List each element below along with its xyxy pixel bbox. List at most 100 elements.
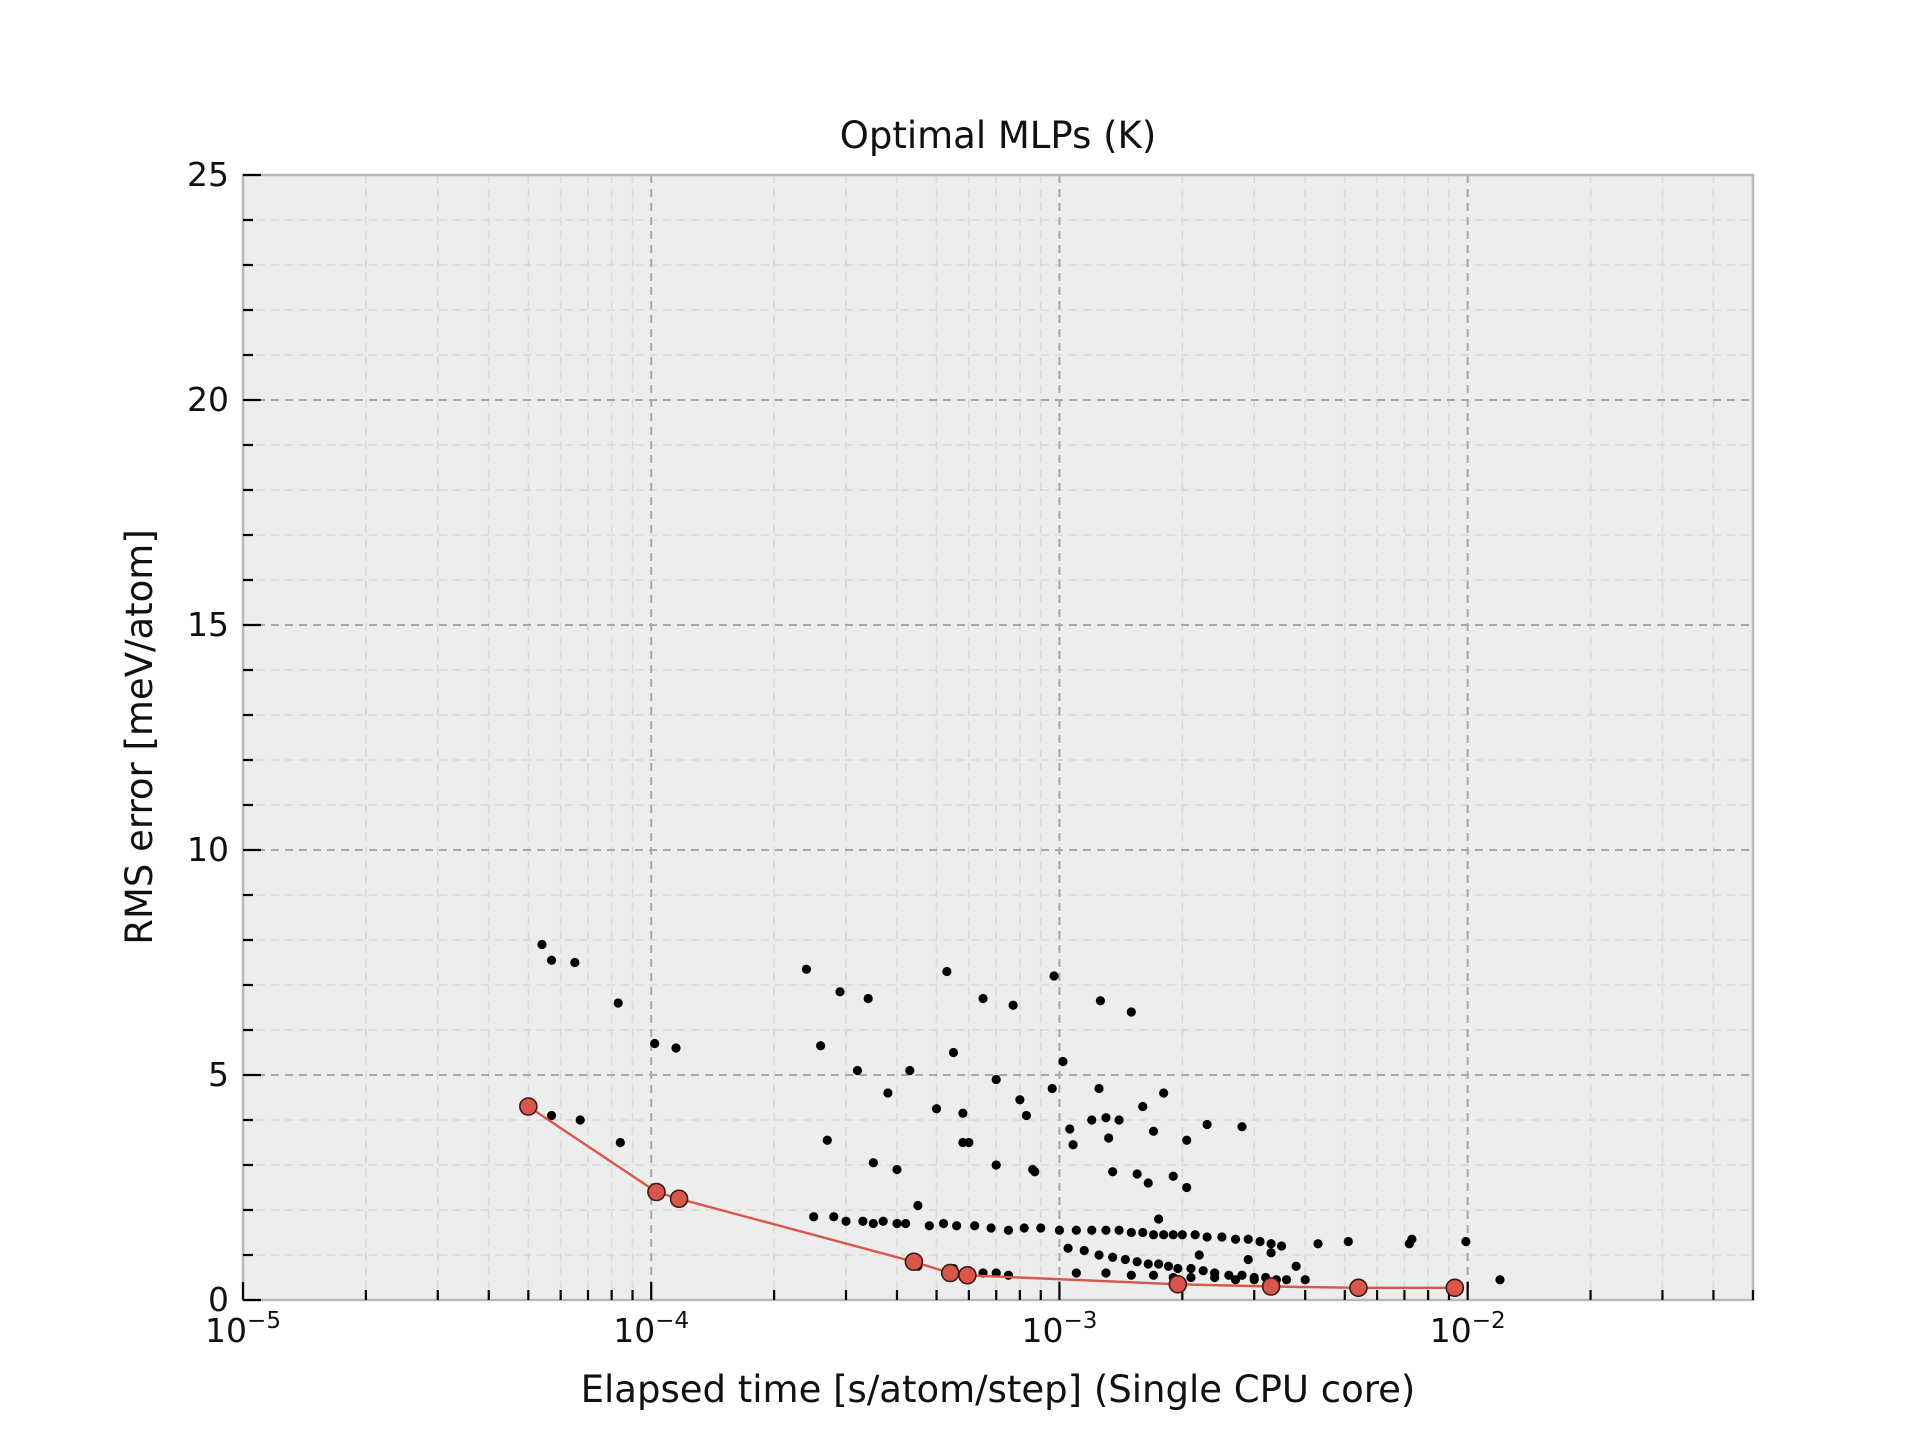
scatter-point [924, 1221, 934, 1231]
scatter-point [1182, 1182, 1192, 1193]
scatter-point [1030, 1167, 1040, 1177]
scatter-point [1108, 1167, 1118, 1177]
scatter-point [1120, 1254, 1130, 1265]
pareto-point [519, 1097, 538, 1116]
scatter-point [1054, 1225, 1065, 1235]
scatter-point [1132, 1257, 1142, 1267]
scatter-point [1063, 1243, 1073, 1253]
scatter-point [1138, 1227, 1148, 1238]
scatter-point [1159, 1088, 1169, 1098]
y-tick-label: 15 [187, 605, 229, 644]
scatter-point [970, 1221, 980, 1231]
scatter-point [1108, 1252, 1118, 1262]
pareto-point [940, 1263, 960, 1283]
scatter-point [1281, 1275, 1292, 1285]
scatter-point [1291, 1261, 1301, 1271]
x-tick-label: 10−3 [1021, 1308, 1097, 1350]
scatter-point [546, 1110, 557, 1121]
scatter-point [913, 1200, 923, 1211]
x-tick-labels: 10−5 10−4 10−3 10−2 [205, 1308, 1506, 1350]
scatter-point [1019, 1223, 1029, 1233]
scatter-point [1071, 1268, 1081, 1278]
x-tick-base: 10 [205, 1311, 247, 1350]
scatter-point [835, 987, 845, 997]
scatter-point [1276, 1241, 1287, 1251]
scatter-point [801, 964, 812, 974]
x-tick-base: 10 [1430, 1311, 1472, 1350]
scatter-point [878, 1216, 888, 1226]
scatter-point [991, 1160, 1001, 1170]
scatter-point [816, 1041, 826, 1051]
scatter-point [942, 966, 952, 977]
scatter-point [958, 1108, 968, 1118]
scatter-point [1047, 1083, 1057, 1094]
x-tick-label: 10−4 [613, 1308, 689, 1350]
scatter-point [1313, 1239, 1323, 1249]
scatter-point [892, 1164, 902, 1175]
scatter-point [1087, 1225, 1097, 1235]
scatter-point [1003, 1225, 1014, 1235]
scatter-point [931, 1104, 942, 1114]
scatter-point [1210, 1272, 1220, 1283]
x-tick-label: 10−2 [1430, 1308, 1506, 1350]
scatter-point [1249, 1275, 1259, 1285]
scatter-point [1104, 1133, 1114, 1143]
scatter-point [1230, 1234, 1241, 1244]
scatter-point [1126, 1007, 1136, 1017]
scatter-point [1154, 1259, 1164, 1269]
scatter-point [1065, 1124, 1075, 1134]
scatter-point [1143, 1178, 1153, 1188]
scatter-point [650, 1038, 660, 1049]
scatter-point [809, 1212, 819, 1222]
scatter-point [829, 1212, 839, 1222]
scatter-point [1217, 1232, 1227, 1242]
scatter-point [964, 1137, 974, 1148]
scatter-point [1163, 1261, 1174, 1271]
pareto-point [1445, 1278, 1465, 1298]
pareto-point [958, 1265, 977, 1285]
y-tick-label: 5 [208, 1055, 229, 1094]
plot-area [243, 175, 1753, 1300]
scatter-point [537, 939, 547, 950]
pareto-point [1168, 1274, 1188, 1294]
scatter-point [952, 1221, 962, 1231]
scatter-point [1194, 1250, 1204, 1260]
scatter-point [1173, 1263, 1183, 1274]
scatter-point [1182, 1135, 1192, 1145]
scatter-point [1132, 1169, 1142, 1179]
scatter-point [1230, 1275, 1241, 1285]
scatter-point [1095, 996, 1106, 1006]
scatter-point [938, 1218, 949, 1229]
pareto-point [1261, 1277, 1281, 1296]
minor-gridlines [243, 175, 1754, 1300]
scatter-point [978, 993, 988, 1004]
scatter-point [948, 1047, 959, 1058]
x-axis-label: Elapsed time [s/atom/step] (Single CPU c… [581, 1368, 1416, 1411]
scatter-point [1168, 1230, 1178, 1240]
scatter-point [1036, 1223, 1046, 1233]
scatter-point [1266, 1239, 1276, 1249]
scatter-point [1008, 1000, 1018, 1010]
scatter-point [1068, 1140, 1078, 1150]
scatter-point [615, 1137, 625, 1148]
axis-ticks [241, 173, 1755, 1302]
x-tick-base: 10 [1021, 1311, 1063, 1350]
scatter-point [1087, 1115, 1097, 1125]
scatter-point [841, 1216, 851, 1226]
pareto-point [647, 1182, 666, 1202]
scatter-point [1343, 1236, 1353, 1247]
scatter-point [858, 1216, 868, 1226]
scatter-point [1159, 1230, 1169, 1240]
scatter-point [1071, 1225, 1081, 1235]
scatter-point [1198, 1266, 1208, 1276]
scatter-point [1224, 1270, 1234, 1280]
scatter-point [1101, 1268, 1111, 1278]
scatter-point [1148, 1126, 1159, 1136]
scatter-point [1237, 1270, 1247, 1280]
y-tick-labels: 0 5 10 15 20 25 [187, 155, 229, 1319]
scatter-point [1058, 1056, 1068, 1067]
scatter-point [901, 1218, 911, 1229]
scatter-point [1495, 1275, 1505, 1285]
scatter-point [863, 993, 873, 1004]
